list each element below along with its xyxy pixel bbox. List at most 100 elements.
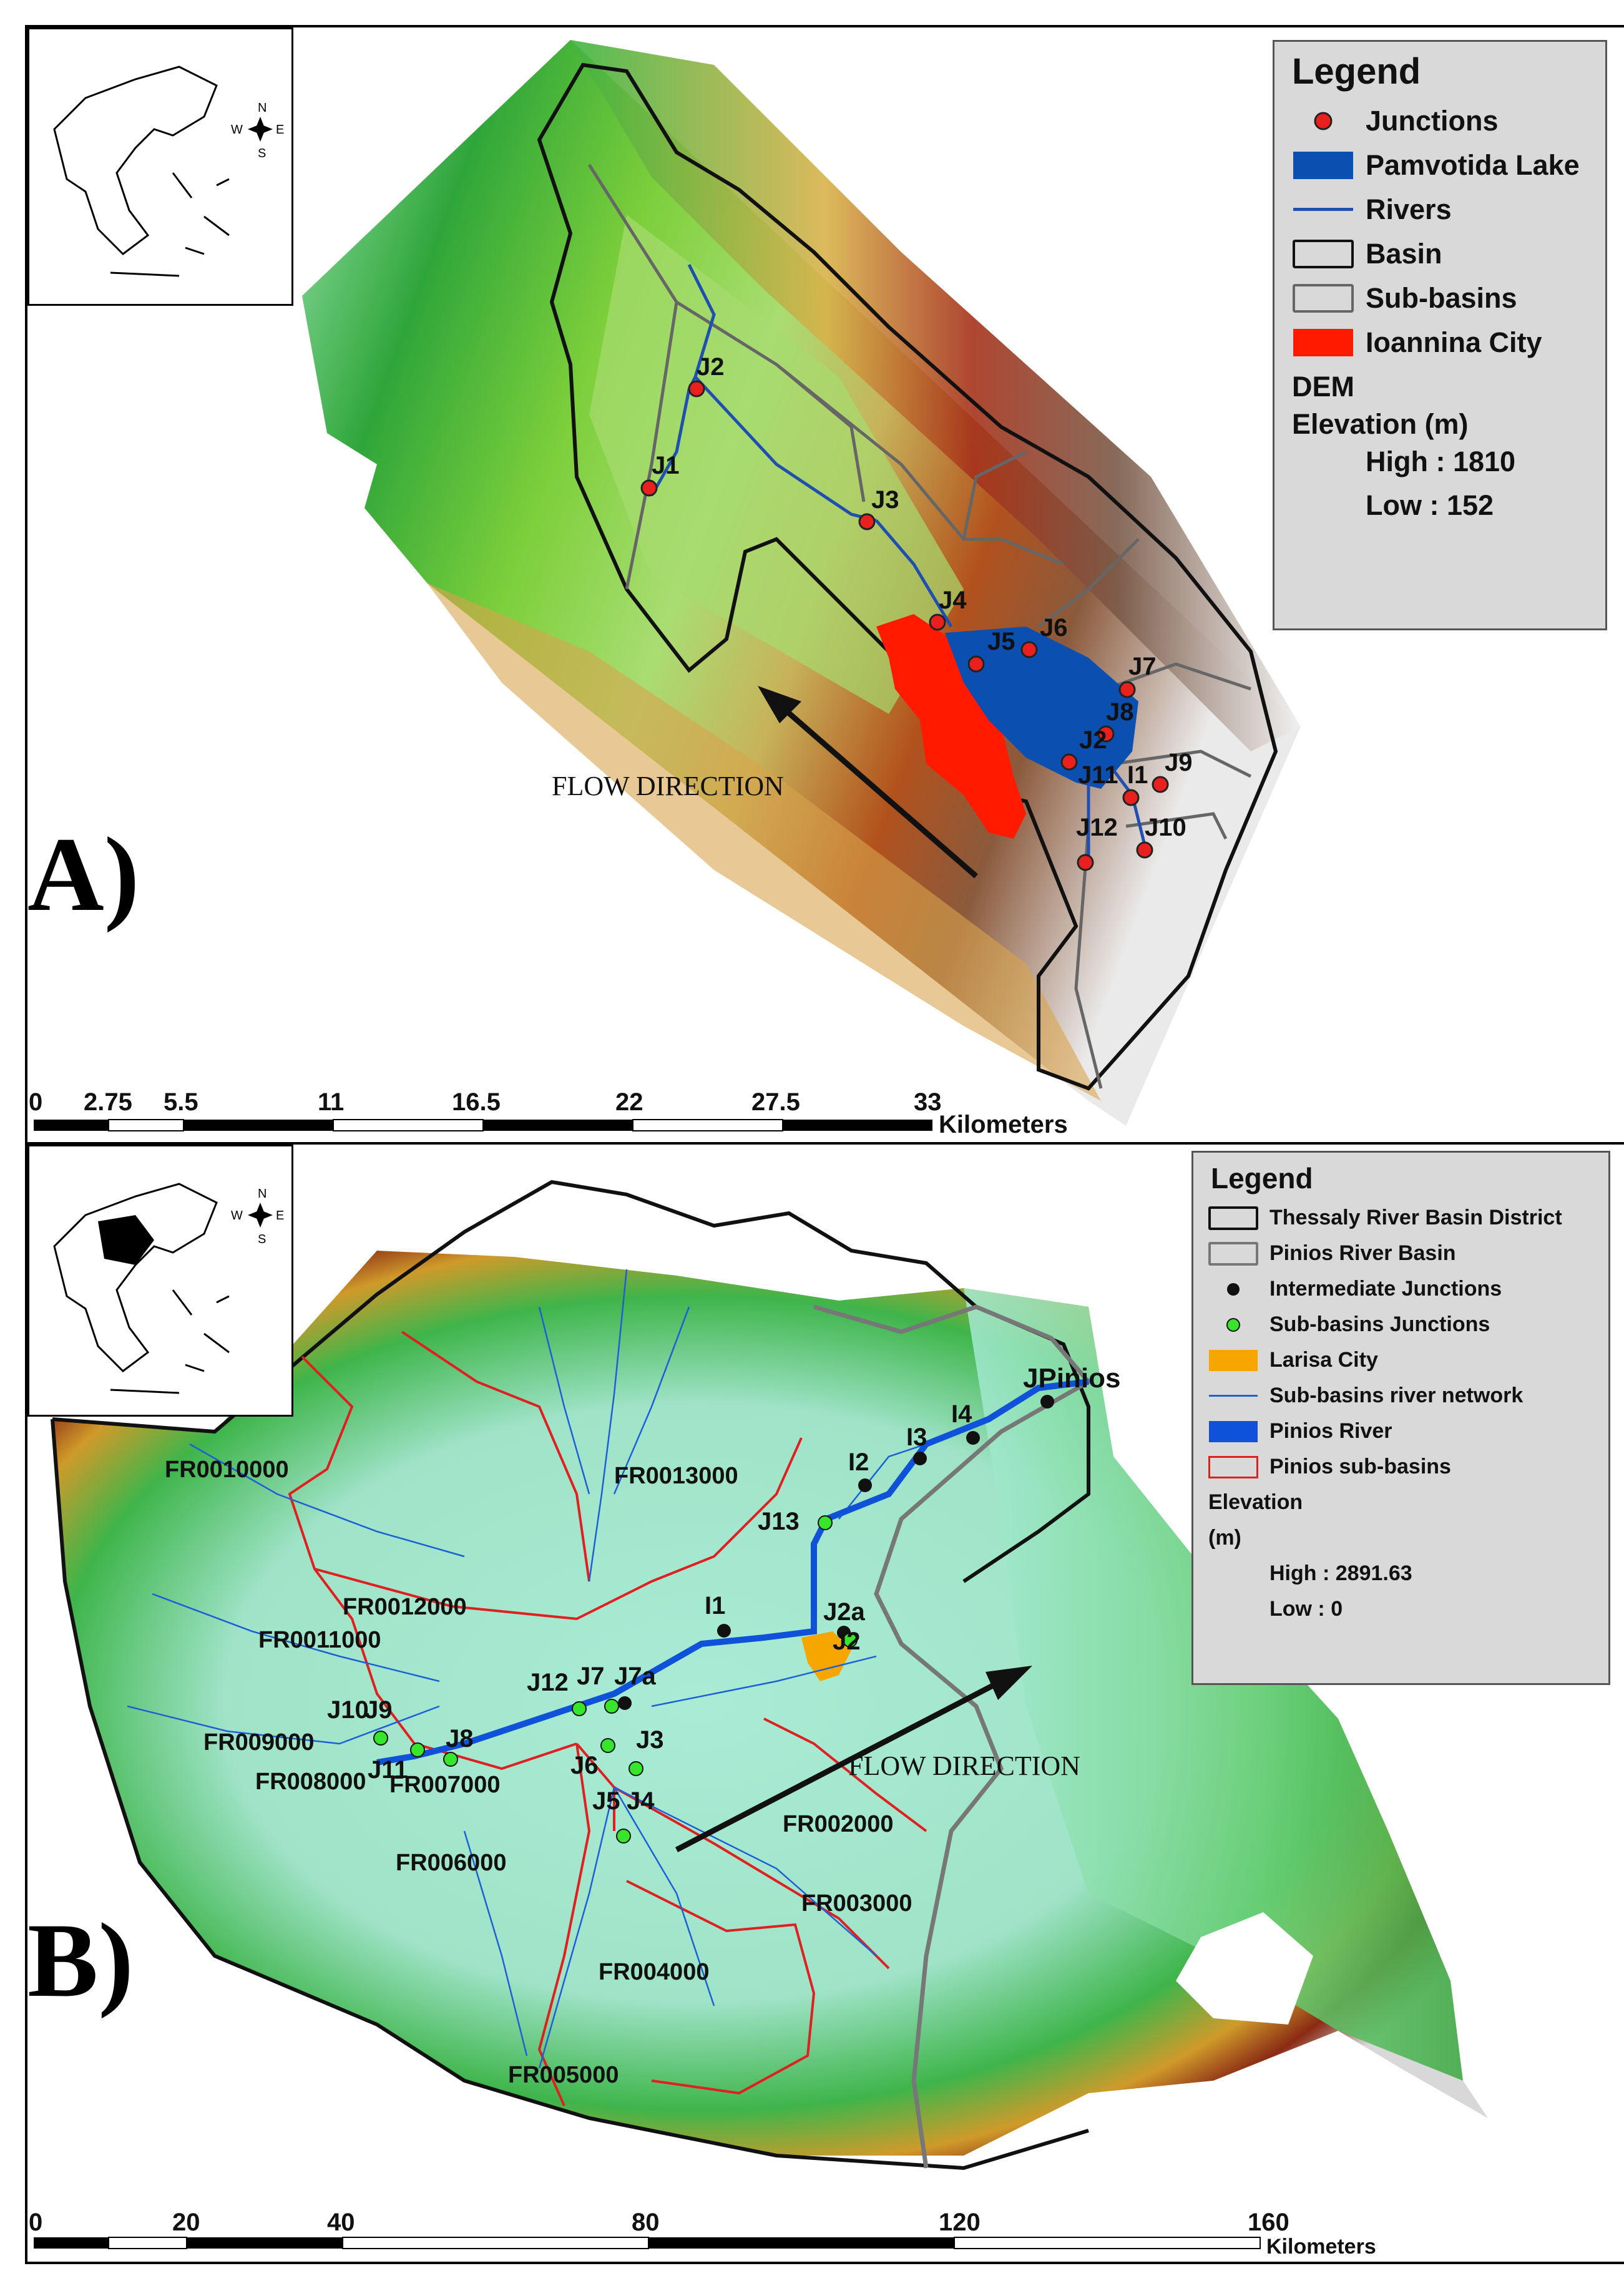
larisa-city [801,1631,851,1681]
legend-item-river-network: Sub-basins river network [1193,1378,1608,1414]
dem-ridge-a [570,40,1301,751]
legend-b: Legend Thessaly River Basin District Pin… [1191,1151,1610,1685]
flow-direction-label-b: FLOW DIRECTION [848,1751,1080,1781]
junction-label-j7: J7 [577,1663,605,1690]
junction-label-j4-b: J4 [627,1787,655,1815]
scale-tick-b-0: 0 [29,2209,43,2236]
legend-item-lake: Pamvotida Lake [1274,143,1605,187]
subbasin-label-fr005000: FR005000 [508,2062,619,2088]
svg-text:W: W [231,123,243,137]
legend-low-a: Low : 152 [1366,489,1494,521]
scale-tick-a-4: 16.5 [452,1088,501,1116]
scale-unit-b: Kilometers [1266,2235,1376,2259]
legend-title-b: Legend [1211,1162,1313,1194]
panel-label-b: B) [27,1902,134,2019]
scale-unit-a: Kilometers [939,1111,1068,1138]
junction-label-i1: I1 [1127,761,1148,789]
junction-label-j11-b: J11 [368,1756,408,1784]
panel-a: N S E W Legend Junctions Pamvotida Lake … [25,25,1624,1147]
subbasin-label-fr0012000: FR0012000 [343,1594,467,1620]
junction-label-j9: J9 [1165,749,1193,776]
junction-label-j8-b: J8 [446,1725,474,1752]
legend-item-city: Ioannina City [1274,320,1605,364]
junction-label-i4: I4 [951,1400,972,1428]
junction-label-j6: J6 [1040,614,1068,642]
junction-label-j2a: J2a [823,1598,865,1626]
svg-text:S: S [258,147,266,160]
junction-label-j5-b: J5 [592,1787,620,1815]
legend-low-b: Low : 0 [1269,1597,1343,1621]
legend-elevation-title-b: Elevation [1208,1490,1303,1514]
ioannina-city [876,614,1026,839]
thessaly-district-outline [52,1180,1090,1583]
svg-text:W: W [231,1209,243,1223]
junction-label-j9-b: J9 [364,1696,393,1724]
subbasin-label-fr0013000: FR0013000 [614,1463,738,1489]
junction-label-j4: J4 [939,587,967,614]
pinios-river [376,1379,1089,1766]
junction-label-j10-b: J10 [327,1696,369,1724]
pinios-subbasin-outlines [288,1331,927,2106]
legend-item-subbasins: Sub-basins [1274,276,1605,320]
junction-label-i1-b: I1 [705,1592,726,1619]
panel-a-map [302,40,1352,1126]
scalebar-a: 0 2.75 5.5 11 16.5 22 27.5 33 Kilometers [27,1088,1088,1138]
flow-direction-label-a: FLOW DIRECTION [552,771,784,801]
junction-label-j2-b: J2 [833,1628,861,1655]
legend-item-larisa: Larisa City [1193,1342,1608,1378]
pamvotida-lake [945,627,1138,789]
legend-item-pinios-river: Pinios River [1193,1414,1608,1449]
legend-item-pinios-basin: Pinios River Basin [1193,1236,1608,1271]
svg-text:E: E [276,123,284,137]
panel-b: N S E W Legend Thessaly River Basin Dist… [25,1142,1624,2264]
junction-label-j13: J13 [758,1508,800,1535]
scale-tick-a-3: 11 [318,1088,345,1116]
junction-label-j12: J12 [1076,814,1118,841]
legend-a: Legend Junctions Pamvotida Lake Rivers B… [1273,40,1607,630]
subbasin-label-fr0010000: FR0010000 [165,1457,289,1483]
scale-tick-a-5: 22 [615,1088,643,1116]
dem-southwest-hills-a [427,583,1101,1101]
sub-basins-river-network [127,1269,964,2069]
junction-label-j11: J11 [1078,761,1118,789]
scale-tick-b-1: 20 [172,2209,200,2236]
legend-item-rivers: Rivers [1274,187,1605,232]
scale-tick-a-1: 2.75 [84,1088,132,1116]
scale-tick-a-2: 5.5 [164,1088,198,1116]
flow-arrow-b [675,1666,1032,1852]
legend-item-subbasins-b: Pinios sub-basins [1193,1449,1608,1485]
pinios-basin-outline [813,1304,1092,2169]
junction-label-i3: I3 [906,1424,927,1451]
scale-tick-b-2: 40 [327,2209,355,2236]
legend-dem-title: DEM [1292,370,1354,403]
flow-arrow-a [758,686,978,879]
legend-high-a: High : 1810 [1366,446,1516,477]
legend-item-junctions: Junctions [1274,99,1605,143]
legend-elevation-title: Elevation (m) [1292,408,1469,440]
junction-label-j6-b: J6 [570,1752,599,1779]
inset-greece-map-a: N S E W [27,27,293,306]
junction-label-i2: I2 [848,1448,869,1476]
junction-label-jpinios: JPinios [1023,1363,1121,1394]
legend-unit-b: (m) [1208,1526,1241,1550]
scale-tick-b-3: 80 [632,2209,660,2236]
subbasin-label-fr004000: FR004000 [599,1959,710,1985]
scale-tick-a-6: 27.5 [751,1088,800,1116]
scale-tick-a-7: 33 [914,1088,942,1116]
junction-label-j1: J1 [652,452,680,479]
svg-text:N: N [258,101,267,115]
subbasin-label-fr007000: FR007000 [389,1772,501,1798]
legend-title-a: Legend [1292,51,1421,92]
junction-label-j7: J7 [1128,653,1157,680]
legend-high-b: High : 2891.63 [1269,1561,1412,1585]
subbasin-label-fr003000: FR003000 [801,1890,912,1917]
junction-label-j3: J3 [871,486,899,514]
junction-label-j5: J5 [987,628,1015,655]
thessaly-district-outline-south [51,1419,1089,2171]
intermediate-junctions [618,1395,1054,1710]
legend-item-subbasin-junctions: Sub-basins Junctions [1193,1307,1608,1342]
subbasin-label-fr0011000: FR0011000 [258,1627,381,1653]
junction-label-j2-lake: J2 [1079,726,1107,754]
subbasin-label-fr009000: FR009000 [203,1729,315,1756]
junction-label-j12-b: J12 [527,1669,569,1696]
